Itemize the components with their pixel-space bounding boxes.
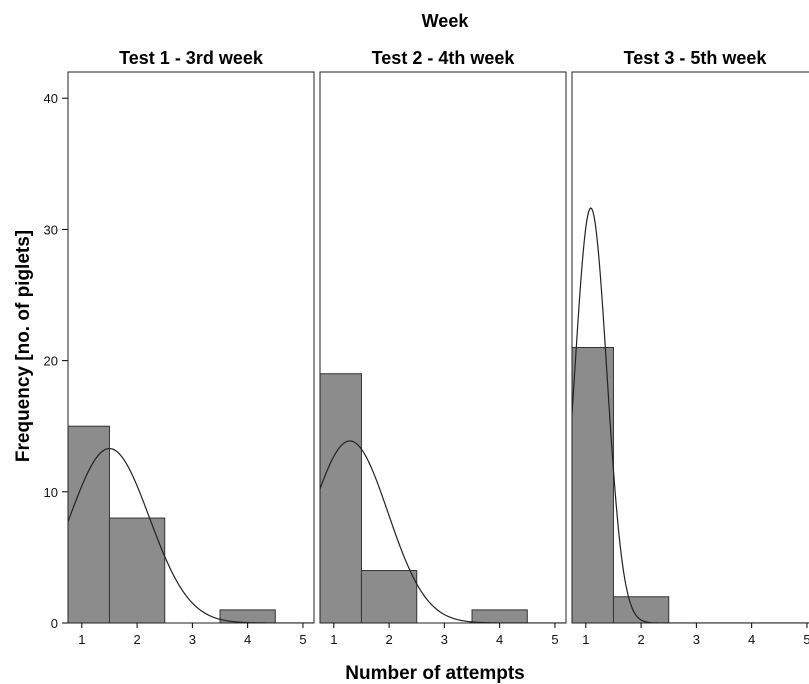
histogram-bar xyxy=(572,347,614,623)
x-tick-label: 4 xyxy=(244,632,251,647)
histogram-bar xyxy=(471,609,528,623)
histogram-bar xyxy=(219,609,276,623)
x-tick-label: 2 xyxy=(385,632,392,647)
panels-group: 0 10 20 30 40 Test 1 - 3rd week 1 2 3 4 5 Test 2 - … xyxy=(44,48,809,647)
histogram-bar xyxy=(68,425,110,623)
panel-2-plot xyxy=(320,373,566,623)
x-tick-label: 2 xyxy=(637,632,644,647)
panel-frame-3 xyxy=(571,71,809,624)
x-tick-label: 1 xyxy=(330,632,337,647)
histogram-bar xyxy=(612,596,670,623)
x-tick-label: 5 xyxy=(551,632,558,647)
x-tick-label: 4 xyxy=(496,632,503,647)
x-tick-label: 1 xyxy=(78,632,85,647)
x-tick-label: 5 xyxy=(803,632,809,647)
y-axis-title: Frequency [no. of piglets] xyxy=(13,230,34,462)
panel-frame-1 xyxy=(67,71,315,624)
x-tick-label: 2 xyxy=(133,632,140,647)
panel-3-plot xyxy=(572,207,809,623)
histogram-bar xyxy=(108,517,166,623)
panel-frame-2 xyxy=(319,71,567,624)
x-tick-label: 3 xyxy=(441,632,448,647)
y-tick-label: 30 xyxy=(44,222,58,237)
y-tick-label: 0 xyxy=(51,616,58,631)
x-tick-label: 5 xyxy=(299,632,306,647)
x-axis-title: Number of attempts xyxy=(345,663,524,684)
x-tick-label: 1 xyxy=(582,632,589,647)
y-tick-label: 20 xyxy=(44,354,58,369)
super-title: Week xyxy=(422,11,470,31)
histogram-bar xyxy=(360,570,418,623)
x-tick-label: 4 xyxy=(748,632,755,647)
panel-title-3: Test 3 - 5th week xyxy=(624,48,768,68)
panel-title-1: Test 1 - 3rd week xyxy=(119,48,264,68)
panel-1-plot xyxy=(68,425,314,623)
y-tick-label: 10 xyxy=(44,485,58,500)
x-tick-label: 3 xyxy=(189,632,196,647)
panel-title-2: Test 2 - 4th week xyxy=(372,48,516,68)
x-tick-label: 3 xyxy=(693,632,700,647)
normal-curve xyxy=(572,207,809,623)
y-tick-label: 40 xyxy=(44,91,58,106)
histogram-bar xyxy=(320,373,362,623)
